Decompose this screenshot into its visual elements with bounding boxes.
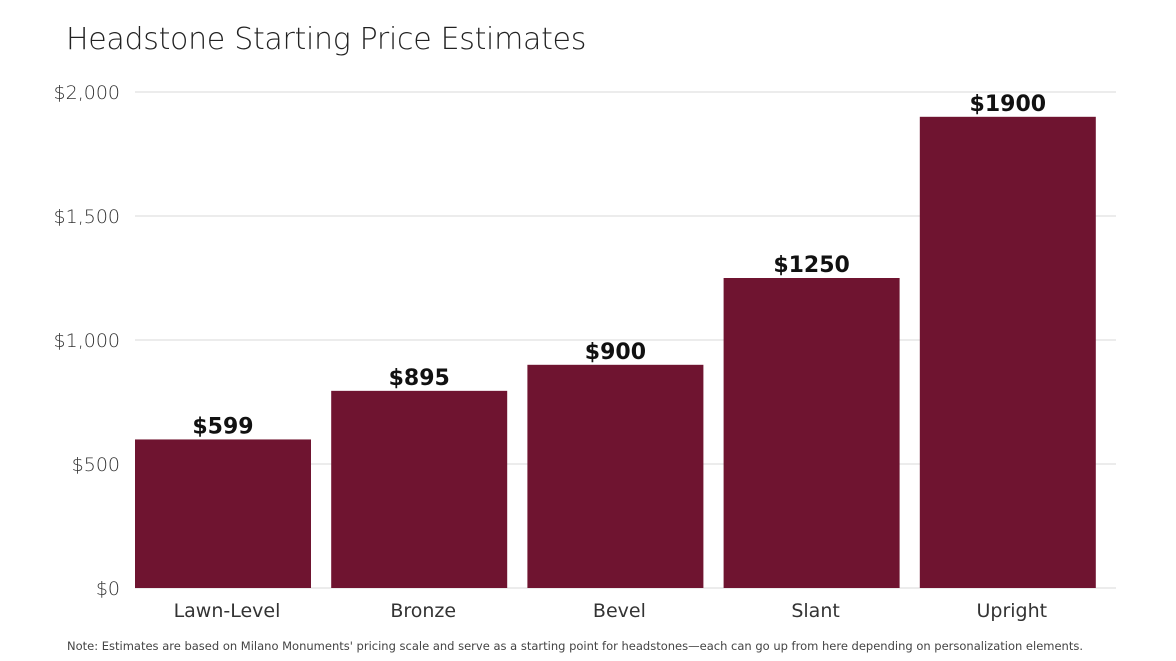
x-tick-label: Bevel [593, 600, 646, 622]
data-label: $1900 [970, 92, 1047, 117]
y-tick-label: $1,500 [54, 206, 120, 228]
chart-title: Headstone Starting Price Estimates [66, 22, 587, 57]
y-tick-label: $1,000 [54, 330, 120, 352]
y-tick-label: $0 [96, 578, 120, 600]
y-tick-label: $2,000 [54, 82, 120, 104]
data-label: $900 [585, 340, 646, 365]
data-label: $1250 [773, 253, 850, 278]
chart-note: Note: Estimates are based on Milano Monu… [67, 639, 1083, 653]
bar-upright [919, 116, 1096, 589]
y-tick-label: $500 [72, 454, 120, 476]
bar-slant [723, 278, 900, 588]
x-tick-label: Upright [976, 600, 1047, 622]
data-label: $895 [389, 366, 450, 391]
x-tick-label: Slant [791, 600, 839, 622]
x-tick-label: Lawn-Level [174, 600, 281, 622]
data-label: $599 [192, 414, 253, 439]
x-tick-label: Bronze [390, 600, 456, 622]
bar-lawn-level [135, 439, 311, 588]
bar-bevel [527, 364, 704, 588]
bar-bronze [331, 390, 508, 588]
